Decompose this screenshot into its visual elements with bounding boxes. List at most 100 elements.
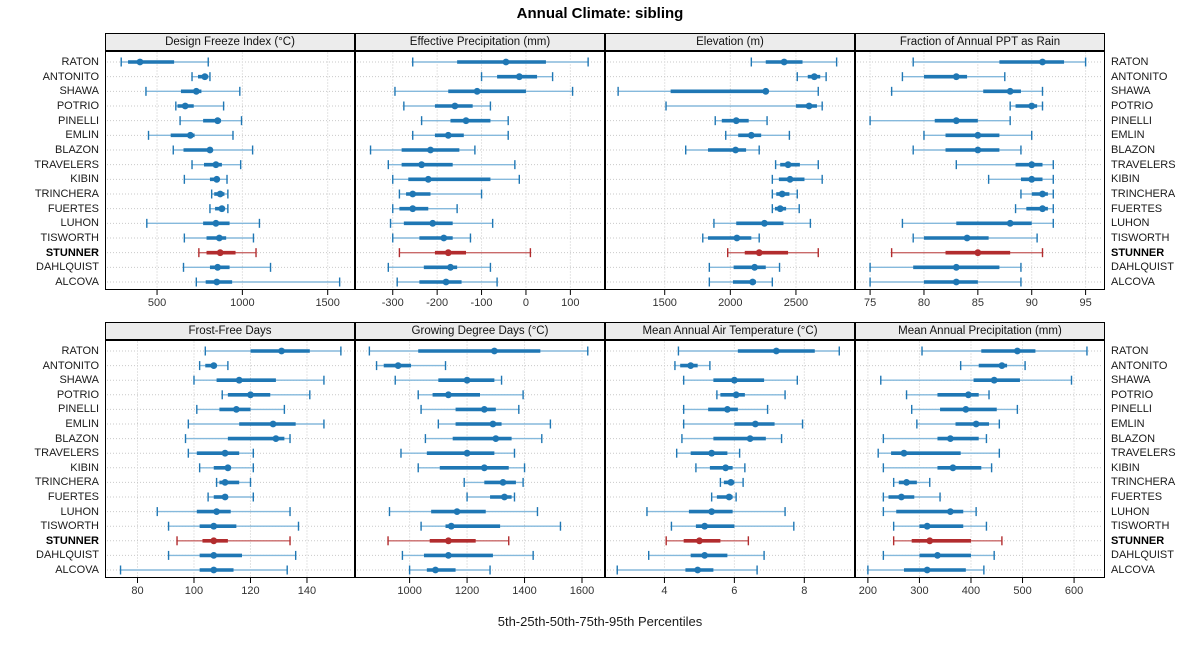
site-label-right-emlin: EMLIN — [1111, 129, 1145, 142]
site-label-right-potrio: POTRIO — [1111, 388, 1154, 401]
axis-tick-label: 200 — [858, 585, 878, 597]
site-label-right-shawa: SHAWA — [1111, 374, 1151, 387]
axis-tick-label: 2000 — [718, 297, 743, 309]
site-label-left-raton: RATON — [61, 56, 100, 68]
site-label-right-alcova: ALCOVA — [1111, 276, 1155, 288]
site-label-left-antonito: ANTONITO — [42, 70, 99, 83]
axis-tick-label: 85 — [971, 297, 984, 309]
panel-strip-mean-annual-air-temperature-c: Mean Annual Air Temperature (°C) — [605, 322, 855, 340]
axis-tick-label: 400 — [961, 585, 981, 597]
site-label-left-trinchera: TRINCHERA — [34, 188, 99, 200]
axis-tick-label: 600 — [1064, 585, 1084, 597]
axis-tick-label: 8 — [801, 585, 808, 597]
site-label-left-fuertes: FUERTES — [47, 491, 99, 503]
site-label-right-pinelli: PINELLI — [1111, 114, 1152, 127]
site-label-right-fuertes: FUERTES — [1111, 202, 1163, 215]
site-label-left-dahlquist: DAHLQUIST — [36, 549, 99, 562]
panel-plot-mean-annual-precipitation-mm — [855, 340, 1105, 583]
axis-tick-label: 100 — [184, 585, 204, 597]
axis-tick-label: 75 — [863, 297, 877, 309]
axis-tick-label: 1500 — [652, 297, 677, 309]
site-label-right-raton: RATON — [1111, 56, 1149, 68]
axis-tick-label: 120 — [241, 585, 260, 597]
site-label-left-raton: RATON — [61, 345, 100, 357]
panel-strip-design-freeze-index-c: Design Freeze Index (°C) — [105, 33, 355, 51]
panel-strip-effective-precipitation-mm: Effective Precipitation (mm) — [355, 33, 605, 51]
axis-tick-label: 1000 — [397, 585, 422, 597]
panel-strip-mean-annual-precipitation-mm: Mean Annual Precipitation (mm) — [855, 322, 1105, 340]
panel-plot-effective-precipitation-mm — [355, 51, 605, 295]
site-label-left-antonito: ANTONITO — [42, 359, 99, 372]
site-label-right-pinelli: PINELLI — [1111, 403, 1152, 416]
panel-plot-frost-free-days — [105, 340, 355, 583]
axis-tick-label: 1600 — [569, 585, 595, 597]
site-label-right-dahlquist: DAHLQUIST — [1111, 261, 1174, 274]
site-label-right-stunner: STUNNER — [1111, 246, 1165, 259]
axis-tick-label: 90 — [1025, 297, 1038, 309]
site-label-right-emlin: EMLIN — [1111, 418, 1145, 430]
site-label-left-emlin: EMLIN — [65, 129, 99, 142]
axis-tick-label: 1000 — [230, 297, 255, 309]
site-label-right-dahlquist: DAHLQUIST — [1111, 549, 1174, 562]
panel-strip-elevation-m: Elevation (m) — [605, 33, 855, 51]
panel-plot-fraction-of-annual-ppt-as-rain — [855, 51, 1105, 295]
axis-tick-label: 2500 — [783, 297, 809, 309]
site-label-left-kibin: KIBIN — [70, 173, 99, 186]
axis-tick-label: -300 — [381, 297, 404, 309]
panel-strip-growing-degree-days-c: Growing Degree Days (°C) — [355, 322, 605, 340]
site-label-right-raton: RATON — [1111, 345, 1149, 357]
axis-tick-label: 0 — [522, 297, 530, 309]
site-label-right-antonito: ANTONITO — [1111, 359, 1168, 372]
axis-tick-label: 300 — [910, 585, 929, 597]
site-label-right-stunner: STUNNER — [1111, 534, 1165, 547]
site-label-right-luhon: LUHON — [1111, 217, 1150, 230]
site-label-right-tisworth: TISWORTH — [1111, 232, 1170, 244]
site-label-right-trinchera: TRINCHERA — [1111, 188, 1176, 200]
axis-tick-label: 1200 — [454, 585, 480, 597]
site-label-left-dahlquist: DAHLQUIST — [36, 261, 99, 274]
site-label-right-kibin: KIBIN — [1111, 461, 1140, 474]
figure-title: Annual Climate: sibling — [516, 5, 684, 22]
axis-tick-label: 1400 — [512, 585, 537, 597]
site-label-left-alcova: ALCOVA — [55, 276, 99, 288]
site-label-left-potrio: POTRIO — [56, 100, 99, 112]
site-label-right-alcova: ALCOVA — [1111, 564, 1155, 576]
site-label-right-fuertes: FUERTES — [1111, 491, 1163, 503]
site-label-left-shawa: SHAWA — [59, 85, 99, 98]
axis-tick-label: -200 — [426, 297, 449, 309]
axis-tick-label: 80 — [131, 585, 144, 597]
site-label-right-travelers: TRAVELERS — [1111, 158, 1176, 171]
site-label-left-stunner: STUNNER — [45, 246, 99, 259]
site-label-left-emlin: EMLIN — [65, 418, 99, 430]
site-label-left-kibin: KIBIN — [70, 461, 99, 474]
site-label-left-tisworth: TISWORTH — [40, 520, 99, 533]
site-label-right-blazon: BLAZON — [1111, 432, 1156, 445]
site-label-right-shawa: SHAWA — [1111, 85, 1151, 98]
site-label-left-potrio: POTRIO — [56, 388, 99, 401]
axis-tick-label: 100 — [561, 297, 580, 309]
site-label-left-alcova: ALCOVA — [55, 564, 99, 576]
site-label-left-pinelli: PINELLI — [58, 114, 99, 127]
percentiles-caption: 5th-25th-50th-75th-95th Percentiles — [497, 614, 703, 629]
axis-tick-label: 140 — [297, 585, 317, 597]
axis-tick-label: -100 — [470, 297, 493, 309]
site-label-right-tisworth: TISWORTH — [1111, 520, 1170, 533]
site-label-left-luhon: LUHON — [60, 505, 99, 518]
site-label-left-shawa: SHAWA — [59, 374, 99, 387]
site-label-left-travelers: TRAVELERS — [34, 447, 99, 460]
site-label-left-pinelli: PINELLI — [58, 403, 99, 416]
site-label-right-travelers: TRAVELERS — [1111, 447, 1176, 460]
site-label-left-blazon: BLAZON — [54, 432, 99, 445]
panel-plot-design-freeze-index-c — [105, 51, 355, 295]
axis-tick-label: 1500 — [315, 297, 340, 309]
panel-strip-frost-free-days: Frost-Free Days — [105, 322, 355, 340]
site-label-right-blazon: BLAZON — [1111, 144, 1156, 156]
site-label-left-blazon: BLAZON — [54, 144, 99, 156]
site-label-right-trinchera: TRINCHERA — [1111, 476, 1176, 489]
site-label-left-luhon: LUHON — [60, 217, 99, 230]
site-label-left-stunner: STUNNER — [45, 534, 99, 547]
site-label-right-potrio: POTRIO — [1111, 100, 1154, 112]
site-label-left-fuertes: FUERTES — [47, 202, 99, 215]
panel-plot-elevation-m — [605, 51, 855, 295]
